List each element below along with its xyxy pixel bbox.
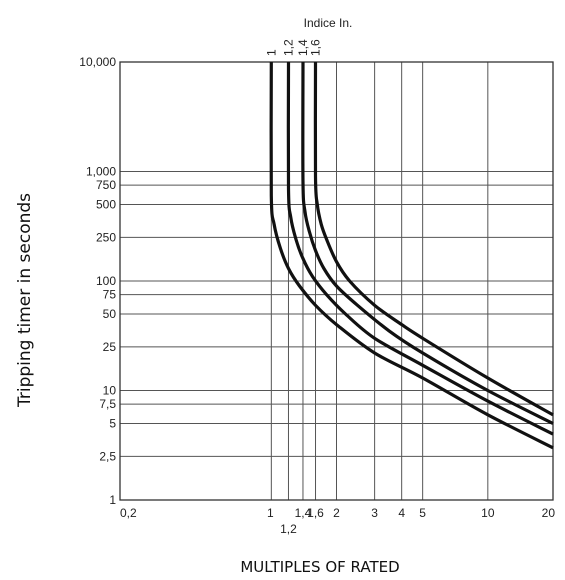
- x-tick-labels: 0,2 1 1,2 1,41,6 2 3 4 5 10 20: [120, 506, 555, 536]
- grid: [120, 62, 553, 500]
- x-tick-label: 5: [419, 506, 426, 520]
- y-tick-label: 5: [109, 416, 116, 430]
- y-tick-label: 25: [103, 340, 117, 354]
- series-label: 1: [264, 49, 278, 56]
- y-tick-label: 250: [96, 230, 116, 244]
- y-axis-label: Tripping timer in seconds: [15, 193, 35, 408]
- trip-curve: [313, 61, 554, 417]
- series-labels: 1 1,2 1,41,6: [264, 39, 322, 56]
- y-tick-label: 2,5: [99, 449, 116, 463]
- trip-curve: [301, 61, 554, 425]
- x-tick-label: 1,2: [280, 522, 297, 536]
- curves: [269, 61, 554, 450]
- x-tick-label: 3: [371, 506, 378, 520]
- y-tick-label: 1: [109, 493, 116, 507]
- x-tick-label: 20: [542, 506, 556, 520]
- x-tick-label: 2: [333, 506, 340, 520]
- series-label: 1,4: [296, 39, 310, 56]
- x-tick-label: 0,2: [120, 506, 137, 520]
- x-tick-label: 10: [481, 506, 495, 520]
- chart-title: Indice In.: [304, 16, 353, 30]
- x-tick-label: 4: [398, 506, 405, 520]
- x-tick-label: 1,6: [307, 506, 324, 520]
- y-tick-label: 7,5: [99, 397, 116, 411]
- y-tick-label: 1,000: [86, 165, 116, 179]
- y-tick-label: 10,000: [79, 55, 116, 69]
- y-tick-label: 500: [96, 197, 116, 211]
- y-tick-label: 100: [96, 274, 116, 288]
- trip-curve: [269, 61, 554, 450]
- plot-frame: [119, 61, 554, 501]
- y-tick-label: 10: [103, 384, 117, 398]
- x-tick-label: 1,4: [295, 506, 312, 520]
- series-label: 1,2: [281, 39, 295, 56]
- x-axis-label: MULTIPLES OF RATED: [240, 558, 399, 576]
- y-tick-label: 750: [96, 178, 116, 192]
- x-tick-label: 1: [267, 506, 274, 520]
- trip-curve: [286, 61, 554, 436]
- y-tick-label: 50: [103, 307, 117, 321]
- series-label: 1,6: [309, 39, 323, 56]
- y-tick-label: 75: [103, 288, 117, 302]
